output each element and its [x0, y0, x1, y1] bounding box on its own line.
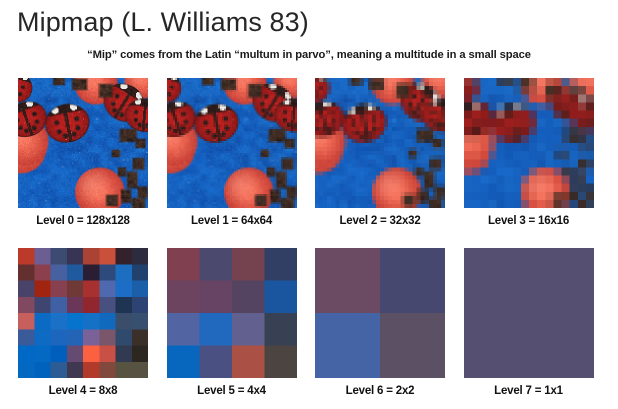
mipmap-cell-level-1: Level 1 = 64x64	[166, 78, 297, 227]
mipmap-cell-level-3: Level 3 = 16x16	[463, 78, 594, 227]
mipmap-label-level-3: Level 3 = 16x16	[487, 215, 570, 227]
mipmap-cell-level-0: Level 0 = 128x128	[18, 78, 148, 227]
mipmap-label-level-6: Level 6 = 2x2	[345, 385, 415, 397]
mipmap-label-level-5: Level 5 = 4x4	[197, 385, 266, 397]
mipmap-label-level-0: Level 0 = 128x128	[36, 215, 130, 227]
mipmap-cell-level-6: Level 6 = 2x2	[315, 248, 445, 397]
ladybugs-photo-level-1	[166, 78, 297, 208]
mipmap-row-bottom: Level 4 = 8x8 Level 5 = 4x4 Level 6 = 2x…	[18, 248, 600, 400]
slide-subtitle: “Mip” comes from the Latin “multum in pa…	[87, 49, 531, 61]
mipmap-cell-level-5: Level 5 = 4x4	[166, 248, 297, 397]
mipmap-cell-level-2: Level 2 = 32x32	[315, 78, 445, 227]
ladybugs-photo-level-5	[166, 248, 297, 378]
mipmap-label-level-2: Level 2 = 32x32	[339, 215, 421, 227]
ladybugs-photo-level-3	[463, 78, 594, 208]
mipmap-label-level-1: Level 1 = 64x64	[190, 215, 273, 227]
ladybugs-photo-level-7	[463, 248, 594, 378]
page-title: Mipmap (L. Williams 83)	[17, 7, 309, 37]
ladybugs-photo-level-4	[18, 248, 148, 378]
mipmap-cell-level-7: Level 7 = 1x1	[463, 248, 594, 397]
ladybugs-photo-level-6	[315, 248, 445, 378]
ladybugs-photo-level-2	[315, 78, 445, 208]
mipmap-row-top: Level 0 = 128x128 Level 1 = 64x64 Level …	[18, 78, 600, 230]
mipmap-cell-level-4: Level 4 = 8x8	[18, 248, 148, 397]
mipmap-label-level-4: Level 4 = 8x8	[48, 385, 118, 397]
mipmap-label-level-7: Level 7 = 1x1	[494, 385, 563, 397]
ladybugs-photo-level-0	[18, 78, 148, 208]
